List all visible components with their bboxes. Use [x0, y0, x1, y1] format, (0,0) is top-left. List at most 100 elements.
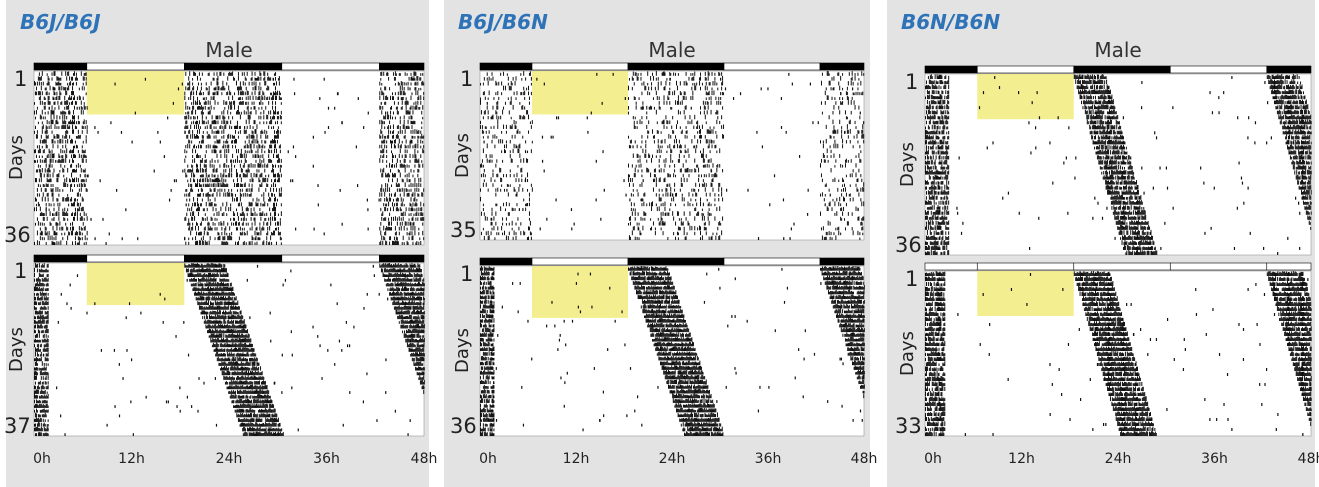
activity-tick [218, 287, 220, 292]
activity-tick [244, 76, 246, 81]
activity-tick [34, 358, 36, 362]
activity-tick [47, 347, 49, 352]
activity-tick [70, 306, 72, 310]
activity-tick [260, 216, 262, 221]
activity-tick [237, 390, 239, 394]
activity-tick [279, 236, 281, 241]
activity-tick [261, 377, 263, 380]
activity-tick [210, 337, 212, 343]
activity-tick [40, 330, 42, 334]
activity-tick [222, 268, 224, 273]
activity-tick [209, 199, 211, 202]
activity-tick [51, 149, 53, 154]
activity-tick [215, 342, 217, 348]
activity-tick [417, 96, 419, 100]
activity-tick [413, 349, 415, 352]
activity-tick [277, 126, 279, 129]
activity-tick [258, 95, 260, 100]
activity-tick [412, 328, 414, 334]
activity-tick [43, 362, 45, 366]
activity-tick [45, 144, 47, 149]
activity-tick [402, 211, 404, 216]
activity-tick [202, 217, 204, 221]
activity-tick [67, 197, 69, 202]
activity-tick [414, 319, 416, 324]
activity-tick [334, 106, 336, 110]
activity-tick [268, 110, 270, 115]
activity-tick [209, 329, 211, 334]
activity-tick [76, 145, 78, 149]
activity-tick [401, 213, 403, 216]
activity-tick [405, 279, 407, 282]
activity-tick [46, 319, 48, 324]
activity-tick [412, 78, 414, 81]
activity-tick [415, 339, 417, 343]
activity-tick [394, 281, 396, 287]
activity-tick [65, 101, 67, 105]
activity-tick [419, 274, 421, 278]
activity-tick [395, 277, 397, 282]
activity-tick [419, 293, 421, 296]
activity-tick [234, 391, 236, 394]
activity-tick [392, 264, 394, 268]
activity-tick [204, 105, 206, 110]
activity-tick [226, 338, 228, 343]
activity-tick [39, 172, 41, 178]
activity-tick [73, 177, 75, 183]
activity-tick [232, 320, 234, 324]
activity-tick [65, 144, 67, 149]
activity-tick [216, 192, 218, 197]
activity-tick [389, 87, 391, 91]
activity-tick [244, 337, 246, 343]
activity-tick [386, 279, 388, 282]
activity-tick [245, 337, 247, 343]
activity-tick [397, 183, 399, 187]
activity-tick [392, 155, 394, 158]
activity-tick [394, 77, 396, 81]
activity-tick [207, 184, 209, 187]
activity-tick [246, 344, 248, 348]
activity-tick [390, 110, 392, 115]
activity-tick [207, 179, 209, 183]
activity-tick [226, 363, 228, 366]
activity-tick [47, 197, 49, 202]
activity-tick [213, 310, 215, 315]
activity-tick [379, 81, 381, 86]
activity-tick [37, 150, 39, 154]
activity-tick [250, 338, 252, 343]
activity-tick [53, 203, 55, 207]
activity-tick [238, 111, 240, 115]
activity-tick [47, 134, 49, 139]
activity-tick [202, 302, 204, 306]
activity-tick [281, 353, 283, 357]
activity-tick [234, 139, 236, 144]
activity-tick [251, 212, 253, 216]
activity-tick [67, 71, 69, 76]
activity-tick [277, 134, 279, 139]
activity-tick [192, 263, 194, 268]
activity-tick [162, 320, 164, 324]
activity-tick [62, 119, 64, 125]
activity-tick [200, 305, 202, 310]
activity-tick [55, 187, 57, 192]
activity-tick [37, 315, 39, 320]
activity-tick [396, 206, 398, 212]
activity-tick [404, 283, 406, 287]
activity-tick [41, 296, 43, 301]
activity-tick [250, 395, 252, 399]
activity-tick [47, 263, 49, 268]
activity-tick [62, 150, 64, 154]
activity-tick [422, 335, 424, 338]
activity-tick [34, 358, 35, 362]
activity-tick [258, 155, 260, 158]
activity-tick [219, 71, 221, 76]
activity-tick [197, 269, 199, 273]
activity-tick [265, 217, 267, 221]
activity-tick [73, 145, 75, 149]
activity-tick [42, 376, 44, 380]
activity-tick [211, 194, 213, 197]
activity-tick [62, 197, 64, 202]
activity-tick [222, 115, 224, 120]
activity-tick [274, 144, 276, 149]
activity-tick [237, 72, 239, 76]
